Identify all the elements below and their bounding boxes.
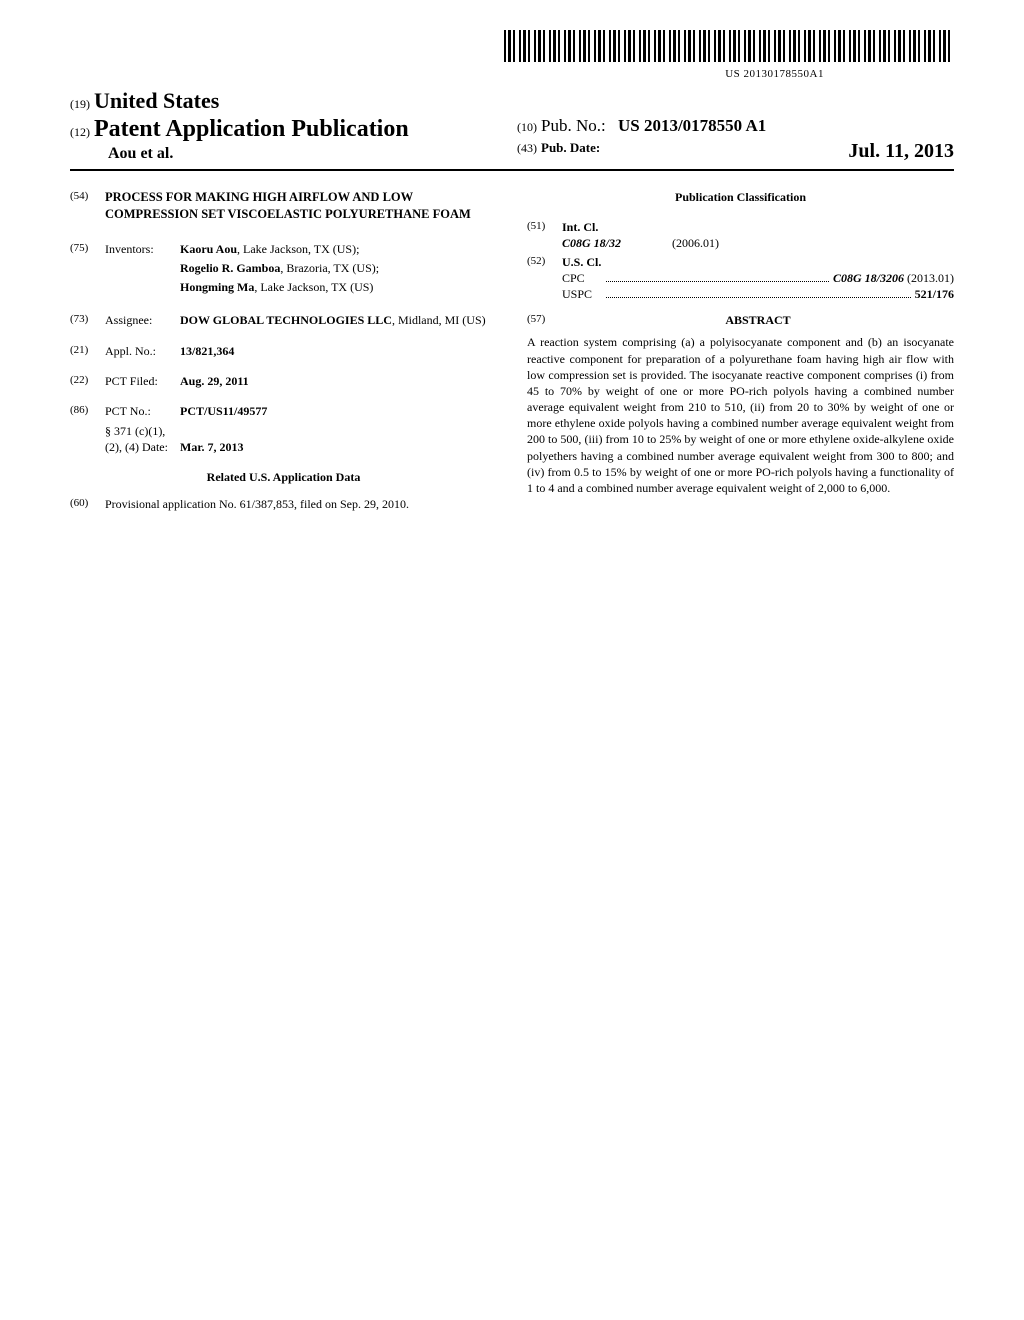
pctno-row: (86) PCT No.: PCT/US11/49577 bbox=[70, 403, 497, 419]
pctfiled-code: (22) bbox=[70, 373, 105, 389]
header-right: (10) Pub. No.: US 2013/0178550 A1 (43) Pub… bbox=[507, 116, 954, 163]
publication-line: (12) Patent Application Publication bbox=[70, 116, 507, 143]
title-code: (54) bbox=[70, 189, 105, 223]
dotted-line bbox=[606, 281, 829, 282]
inventors-value: Kaoru Aou, Lake Jackson, TX (US); Rogeli… bbox=[180, 241, 497, 299]
pctno-sub2-value: Mar. 7, 2013 bbox=[180, 439, 244, 455]
header-row: (19) United States (12) Patent Application… bbox=[70, 88, 954, 171]
uspc-value: 521/176 bbox=[915, 286, 954, 302]
cpc-label: CPC bbox=[562, 270, 602, 286]
title-block: (54) PROCESS FOR MAKING HIGH AIRFLOW AND… bbox=[70, 189, 497, 223]
body-columns: (54) PROCESS FOR MAKING HIGH AIRFLOW AND… bbox=[70, 189, 954, 526]
pctfiled-value: Aug. 29, 2011 bbox=[180, 373, 497, 389]
country-code: (19) bbox=[70, 97, 90, 111]
inventor-1: Rogelio R. Gamboa, Brazoria, TX (US); bbox=[180, 260, 497, 276]
left-column: (54) PROCESS FOR MAKING HIGH AIRFLOW AND… bbox=[70, 189, 497, 526]
applno-value: 13/821,364 bbox=[180, 343, 497, 359]
barcode-graphic bbox=[504, 30, 954, 62]
header-left: (19) United States (12) Patent Application… bbox=[70, 88, 507, 163]
abstract-heading: ABSTRACT bbox=[562, 312, 954, 328]
barcode-section: US 20130178550A1 bbox=[70, 30, 954, 80]
inventors-label: Inventors: bbox=[105, 241, 180, 299]
assignee-code: (73) bbox=[70, 312, 105, 328]
assignee-row: (73) Assignee: DOW GLOBAL TECHNOLOGIES L… bbox=[70, 312, 497, 328]
pubdate-line: (43) Pub. Date: Jul. 11, 2013 bbox=[517, 140, 954, 163]
uspc-label: USPC bbox=[562, 286, 602, 302]
pctno-code: (86) bbox=[70, 403, 105, 419]
pctno-sub2-row: (2), (4) Date: Mar. 7, 2013 bbox=[70, 439, 497, 455]
assignee-name: DOW GLOBAL TECHNOLOGIES LLC bbox=[180, 313, 392, 327]
inventor-0: Kaoru Aou, Lake Jackson, TX (US); bbox=[180, 241, 497, 257]
assignee-loc: , Midland, MI (US) bbox=[392, 313, 486, 327]
author-line: Aou et al. bbox=[70, 145, 507, 163]
abstract-text: A reaction system comprising (a) a polyi… bbox=[527, 334, 954, 496]
pctno-sub2-label: (2), (4) Date: bbox=[105, 439, 180, 455]
related-code: (60) bbox=[70, 496, 105, 512]
intcl-code: (51) bbox=[527, 219, 562, 251]
pubdate-label: Pub. Date: bbox=[541, 140, 600, 155]
applno-row: (21) Appl. No.: 13/821,364 bbox=[70, 343, 497, 359]
title-text: PROCESS FOR MAKING HIGH AIRFLOW AND LOW … bbox=[105, 189, 497, 223]
cpc-row: CPC C08G 18/3206 (2013.01) bbox=[562, 270, 954, 286]
pctno-label: PCT No.: bbox=[105, 403, 180, 419]
uscl-code: (52) bbox=[527, 254, 562, 303]
barcode-text: US 20130178550A1 bbox=[70, 68, 824, 80]
inventors-row: (75) Inventors: Kaoru Aou, Lake Jackson,… bbox=[70, 241, 497, 299]
intcl-class: C08G 18/32 bbox=[562, 235, 672, 251]
pub-code: (12) bbox=[70, 125, 90, 139]
intcl-year: (2006.01) bbox=[672, 235, 719, 251]
pub-title: Patent Application Publication bbox=[94, 116, 409, 142]
uscl-body: U.S. Cl. CPC C08G 18/3206 (2013.01) USPC… bbox=[562, 254, 954, 303]
assignee-label: Assignee: bbox=[105, 312, 180, 328]
uspc-row: USPC 521/176 bbox=[562, 286, 954, 302]
classification-heading: Publication Classification bbox=[527, 189, 954, 205]
cpc-value: C08G 18/3206 (2013.01) bbox=[833, 270, 954, 286]
dotted-line-2 bbox=[606, 297, 911, 298]
pctno-value: PCT/US11/49577 bbox=[180, 403, 497, 419]
applno-label: Appl. No.: bbox=[105, 343, 180, 359]
country-line: (19) United States bbox=[70, 88, 507, 114]
assignee-value: DOW GLOBAL TECHNOLOGIES LLC, Midland, MI… bbox=[180, 312, 497, 328]
pubno-value: US 2013/0178550 A1 bbox=[618, 116, 766, 135]
right-column: Publication Classification (51) Int. Cl.… bbox=[527, 189, 954, 526]
pubdate-value: Jul. 11, 2013 bbox=[848, 140, 954, 163]
country-name: United States bbox=[94, 88, 219, 113]
intcl-label: Int. Cl. bbox=[562, 219, 954, 235]
related-text: Provisional application No. 61/387,853, … bbox=[105, 496, 497, 512]
uscl-row: (52) U.S. Cl. CPC C08G 18/3206 (2013.01)… bbox=[527, 254, 954, 303]
pubno-line: (10) Pub. No.: US 2013/0178550 A1 bbox=[517, 116, 954, 136]
uscl-label: U.S. Cl. bbox=[562, 254, 954, 270]
applno-code: (21) bbox=[70, 343, 105, 359]
pctno-sub1: § 371 (c)(1), bbox=[70, 423, 497, 439]
intcl-row: (51) Int. Cl. C08G 18/32 (2006.01) bbox=[527, 219, 954, 251]
inventor-2: Hongming Ma, Lake Jackson, TX (US) bbox=[180, 279, 497, 295]
abstract-code: (57) bbox=[527, 312, 562, 334]
intcl-entry: C08G 18/32 (2006.01) bbox=[562, 235, 954, 251]
related-heading: Related U.S. Application Data bbox=[70, 469, 497, 485]
intcl-body: Int. Cl. C08G 18/32 (2006.01) bbox=[562, 219, 954, 251]
pctfiled-label: PCT Filed: bbox=[105, 373, 180, 389]
inventors-code: (75) bbox=[70, 241, 105, 299]
pubdate-code: (43) bbox=[517, 141, 537, 155]
pubno-label: Pub. No.: bbox=[541, 116, 606, 135]
related-row: (60) Provisional application No. 61/387,… bbox=[70, 496, 497, 512]
pubno-code: (10) bbox=[517, 120, 537, 134]
abstract-row: (57) ABSTRACT bbox=[527, 312, 954, 334]
pctfiled-row: (22) PCT Filed: Aug. 29, 2011 bbox=[70, 373, 497, 389]
